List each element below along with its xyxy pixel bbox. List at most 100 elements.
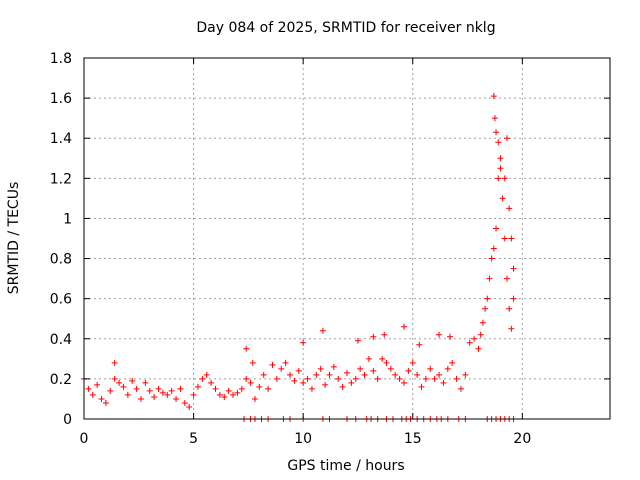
data-point — [282, 359, 289, 366]
data-point — [243, 345, 250, 352]
y-axis-label: SRMTID / TECUs — [6, 182, 22, 295]
plot-frame — [83, 57, 611, 420]
data-point — [422, 375, 429, 382]
data-point — [326, 371, 333, 378]
data-point — [111, 375, 118, 382]
axis-ticks — [83, 57, 610, 420]
data-point — [418, 383, 425, 390]
data-point — [247, 379, 254, 386]
data-point — [396, 375, 403, 382]
data-point — [256, 383, 263, 390]
data-point — [383, 359, 390, 366]
data-point — [238, 385, 245, 392]
y-tick-labels: 0 0.2 0.4 0.6 0.8 1 1.2 1.4 1.6 1.8 — [50, 51, 72, 428]
data-point — [503, 135, 510, 142]
data-point — [510, 265, 517, 272]
data-point — [506, 305, 513, 312]
data-point — [447, 333, 454, 340]
data-point — [216, 391, 223, 398]
data-point — [116, 379, 123, 386]
data-point — [199, 375, 206, 382]
data-point — [436, 371, 443, 378]
data-point — [508, 235, 515, 242]
data-point — [291, 377, 298, 384]
data-point — [339, 383, 346, 390]
data-point — [409, 359, 416, 366]
y-tick-label: 0.2 — [50, 372, 72, 388]
data-point — [493, 225, 500, 232]
data-point — [164, 391, 171, 398]
data-point — [94, 381, 101, 388]
data-point — [344, 369, 350, 376]
y-tick-label: 1.8 — [50, 51, 72, 67]
data-point — [477, 331, 484, 338]
data-point — [260, 371, 267, 378]
data-point — [330, 363, 337, 370]
data-point — [221, 393, 228, 400]
data-point — [392, 371, 399, 378]
data-point — [89, 391, 96, 398]
data-point — [431, 375, 438, 382]
data-point — [482, 305, 489, 312]
y-tick-label: 1 — [63, 211, 72, 227]
data-point — [137, 395, 144, 402]
data-point — [488, 255, 495, 262]
y-tick-label: 0 — [63, 412, 72, 428]
data-point — [322, 381, 329, 388]
data-point — [177, 385, 184, 392]
data-point — [453, 375, 460, 382]
data-point — [265, 385, 272, 392]
data-point — [370, 367, 377, 374]
data-point — [273, 375, 280, 382]
data-point — [319, 327, 326, 334]
data-point — [300, 379, 307, 386]
data-point — [495, 139, 502, 146]
x-tick-labels: 0 5 10 15 20 — [80, 431, 532, 447]
data-point — [308, 385, 315, 392]
data-point — [234, 389, 241, 396]
data-point — [107, 387, 114, 394]
data-point — [449, 359, 456, 366]
data-point — [486, 275, 493, 282]
data-point — [497, 165, 504, 172]
data-point — [499, 195, 506, 202]
data-point — [374, 375, 381, 382]
data-point — [304, 375, 311, 382]
grid-lines — [84, 58, 610, 419]
x-tick-label: 5 — [189, 431, 198, 447]
data-point — [416, 341, 423, 348]
y-tick-label: 0.8 — [50, 252, 72, 268]
data-point — [508, 325, 515, 332]
x-tick-label: 15 — [404, 431, 422, 447]
data-point — [159, 389, 166, 396]
data-point — [506, 205, 513, 212]
data-point — [365, 355, 372, 362]
data-point — [300, 339, 307, 346]
data-point — [269, 361, 276, 368]
data-point — [212, 385, 219, 392]
data-point — [381, 331, 388, 338]
data-point — [155, 385, 162, 392]
data-point — [490, 245, 497, 252]
data-point — [495, 175, 502, 182]
data-point — [510, 295, 517, 302]
data-point — [444, 365, 451, 372]
data-point — [370, 333, 377, 340]
data-point — [194, 383, 201, 390]
data-point — [462, 371, 469, 378]
data-point — [203, 371, 210, 378]
data-point — [357, 365, 364, 372]
data-point — [98, 395, 105, 402]
data-point — [133, 385, 140, 392]
data-point — [295, 367, 302, 374]
data-point — [436, 331, 443, 338]
data-point — [400, 323, 407, 330]
data-point — [479, 319, 486, 326]
data-point — [146, 387, 153, 394]
data-point — [497, 155, 504, 162]
data-point — [379, 355, 386, 362]
data-point — [493, 129, 500, 136]
data-point — [503, 275, 510, 282]
data-point — [102, 399, 109, 406]
